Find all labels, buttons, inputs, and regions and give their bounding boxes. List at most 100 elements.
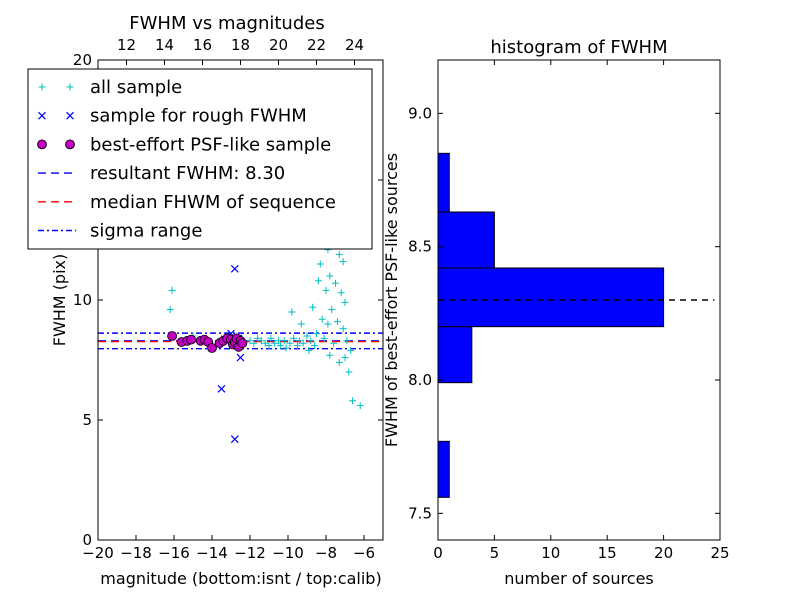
scatter-point-2-7 xyxy=(207,343,217,353)
scatter-point-0-29 xyxy=(311,342,319,350)
scatter-point-0-27 xyxy=(307,337,315,345)
legend-label: best-effort PSF-like sample xyxy=(90,134,331,155)
histogram-xtick-label-4: 20 xyxy=(654,544,673,562)
scatter-xtick-label-6: −8 xyxy=(315,544,337,562)
legend-box xyxy=(27,68,373,250)
scatter-xtick-label-1: −18 xyxy=(120,544,152,562)
histogram-bar-4 xyxy=(438,211,495,269)
scatter-ytick-label-1: 5 xyxy=(82,411,92,429)
legend-circle-icon xyxy=(37,139,47,150)
histogram-y-ticks: 7.5 8.0 8.5 9.0 xyxy=(408,104,720,522)
legend-entry-0: all sample xyxy=(38,77,182,98)
scatter-point-0-43 xyxy=(328,306,336,314)
histogram-x-ticks: 0 5 10 15 20 25 xyxy=(433,60,730,562)
histogram-bar-2 xyxy=(438,326,473,384)
scatter-toptick-label-4: 20 xyxy=(269,36,288,54)
legend-entry-2: best-effort PSF-like sample xyxy=(37,134,331,155)
histogram-bar-3 xyxy=(438,267,665,328)
scatter-point-0-11 xyxy=(265,342,273,350)
scatter-point-0-33 xyxy=(318,315,326,323)
histogram-xtick-label-5: 25 xyxy=(710,544,729,562)
scatter-toptick-label-6: 24 xyxy=(345,36,364,54)
scatter-point-0-62 xyxy=(349,397,357,405)
histogram-axes-frame xyxy=(437,59,721,541)
scatter-point-0-20 xyxy=(290,334,298,342)
legend-label: median FHWM of sequence xyxy=(90,192,336,213)
scatter-point-0-25 xyxy=(303,332,311,340)
scatter-point-0-19 xyxy=(288,308,296,316)
scatter-point-0-46 xyxy=(332,279,339,287)
scatter-point-0-24 xyxy=(299,339,307,347)
legend-entries: all sample sample for rough FWHM best-effo… xyxy=(37,77,336,242)
scatter-xtick-label-2: −16 xyxy=(158,544,190,562)
scatter-point-0-32 xyxy=(316,260,324,268)
histogram-xlabel: number of sources xyxy=(504,569,654,588)
scatter-ylabel: FWHM (pix) xyxy=(50,254,69,347)
scatter-point-0-13 xyxy=(271,339,279,347)
histogram-panel: histogram of FWHM 0 5 10 15 20 25 7.5 8.0 8.5 9.… xyxy=(382,37,730,588)
scatter-toptick-label-1: 14 xyxy=(155,36,174,54)
scatter-point-0-50 xyxy=(335,250,343,258)
scatter-panel: FWHM vs magnitudes −20 −18 −16 −14 −12 −10 −8−… xyxy=(27,13,384,588)
scatter-point-0-17 xyxy=(282,344,290,352)
scatter-xtick-label-7: −6 xyxy=(353,544,375,562)
scatter-point-0-57 xyxy=(341,354,349,362)
scatter-point-0-10 xyxy=(261,339,269,347)
legend-entry-5: sigma range xyxy=(38,221,202,242)
scatter-point-0-40 xyxy=(326,351,334,359)
scatter-point-0-21 xyxy=(294,342,301,350)
scatter-point-2-0 xyxy=(167,331,178,341)
scatter-point-0-41 xyxy=(326,272,334,280)
histogram-ytick-label-0: 7.5 xyxy=(408,504,432,522)
legend-label: sample for rough FWHM xyxy=(90,106,307,127)
scatter-point-0-52 xyxy=(337,289,345,297)
scatter-ytick-label-4: 20 xyxy=(73,51,92,69)
histogram-bar-5 xyxy=(438,152,450,213)
scatter-point-0-7 xyxy=(250,339,258,347)
scatter-point-1-3 xyxy=(236,353,245,362)
scatter-point-2-17 xyxy=(237,338,248,349)
histogram-ytick-label-2: 8.5 xyxy=(408,238,432,256)
scatter-point-1-1 xyxy=(217,384,226,393)
scatter-point-0-22 xyxy=(295,337,303,345)
legend-entry-3: resultant FWHM: 8.30 xyxy=(38,163,285,184)
scatter-ytick-label-2: 10 xyxy=(73,291,92,309)
scatter-point-0-0 xyxy=(168,286,176,294)
scatter-ytick-label-0: 0 xyxy=(82,531,92,549)
scatter-toptick-label-0: 12 xyxy=(117,36,136,54)
legend-cross-icon xyxy=(66,111,74,120)
scatter-point-0-61 xyxy=(347,346,355,354)
histogram-ytick-label-1: 8.0 xyxy=(408,371,432,389)
legend-circle-icon xyxy=(65,139,75,150)
scatter-point-0-35 xyxy=(320,334,328,342)
legend-entry-4: median FHWM of sequence xyxy=(38,192,336,213)
scatter-xlabel: magnitude (bottom:isnt / top:calib) xyxy=(100,569,381,588)
scatter-point-0-48 xyxy=(333,318,341,326)
histogram-ylabel: FWHM of best-effort PSF-like sources xyxy=(382,153,401,447)
scatter-point-0-56 xyxy=(341,298,349,306)
scatter-point-0-18 xyxy=(286,339,294,347)
scatter-toptick-label-3: 18 xyxy=(231,36,250,54)
histogram-ytick-label-3: 9.0 xyxy=(408,104,432,122)
scatter-point-0-45 xyxy=(330,339,338,347)
scatter-point-0-37 xyxy=(322,286,330,294)
scatter-point-0-51 xyxy=(335,358,343,366)
legend-entry-1: sample for rough FWHM xyxy=(38,106,307,127)
scatter-point-0-31 xyxy=(314,277,322,285)
histogram-bar-0 xyxy=(438,440,450,498)
histogram-title: histogram of FWHM xyxy=(490,37,667,58)
scatter-point-0-12 xyxy=(267,334,275,342)
scatter-point-0-28 xyxy=(309,303,317,311)
scatter-point-0-26 xyxy=(305,346,313,354)
scatter-point-0-60 xyxy=(345,368,353,376)
scatter-xtick-label-5: −10 xyxy=(272,544,304,562)
histogram-xtick-label-3: 15 xyxy=(598,544,617,562)
scatter-point-0-1 xyxy=(166,306,174,314)
scatter-point-0-6 xyxy=(246,337,254,345)
histogram-xtick-label-1: 5 xyxy=(490,544,500,562)
legend-label: sigma range xyxy=(90,221,202,242)
scatter-top-ticks: 12 14 16 18 20 22 24 xyxy=(117,36,364,65)
legend-label: resultant FWHM: 8.30 xyxy=(90,163,285,184)
scatter-toptick-label-5: 22 xyxy=(307,36,326,54)
